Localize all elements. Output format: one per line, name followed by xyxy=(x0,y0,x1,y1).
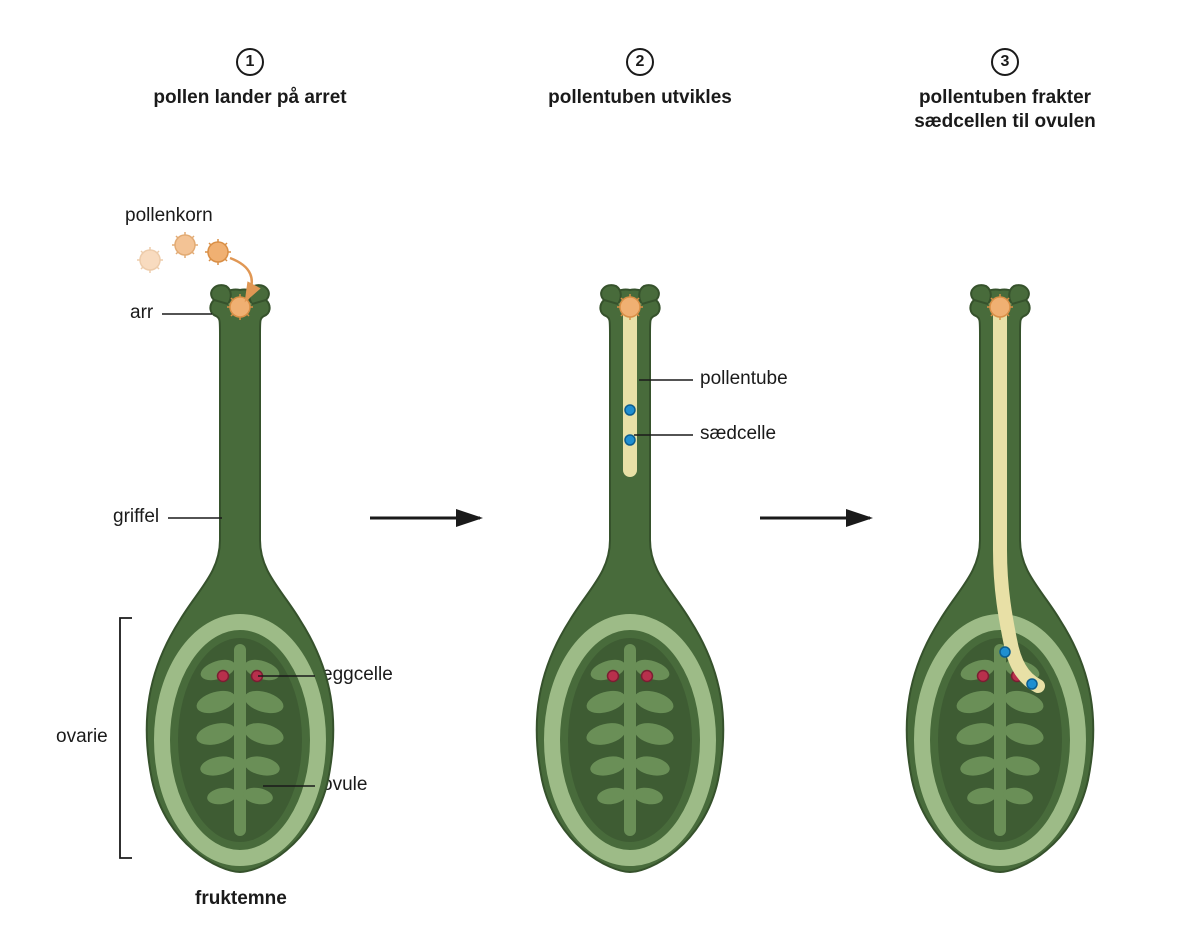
diagram-svg xyxy=(0,0,1200,927)
pistil-stage-3 xyxy=(907,285,1094,872)
pollen-grain-2 xyxy=(172,232,198,258)
sperm-cell-3a xyxy=(1000,647,1010,657)
pistil-stage-2 xyxy=(537,285,724,872)
pollen-grain-1 xyxy=(137,247,163,273)
pistil-stage-1 xyxy=(147,285,334,872)
sperm-cell-2a xyxy=(625,405,635,415)
ovarie-bracket xyxy=(120,618,132,858)
sperm-cell-2b xyxy=(625,435,635,445)
pollen-grain-3 xyxy=(205,239,231,265)
sperm-cell-3b xyxy=(1027,679,1037,689)
